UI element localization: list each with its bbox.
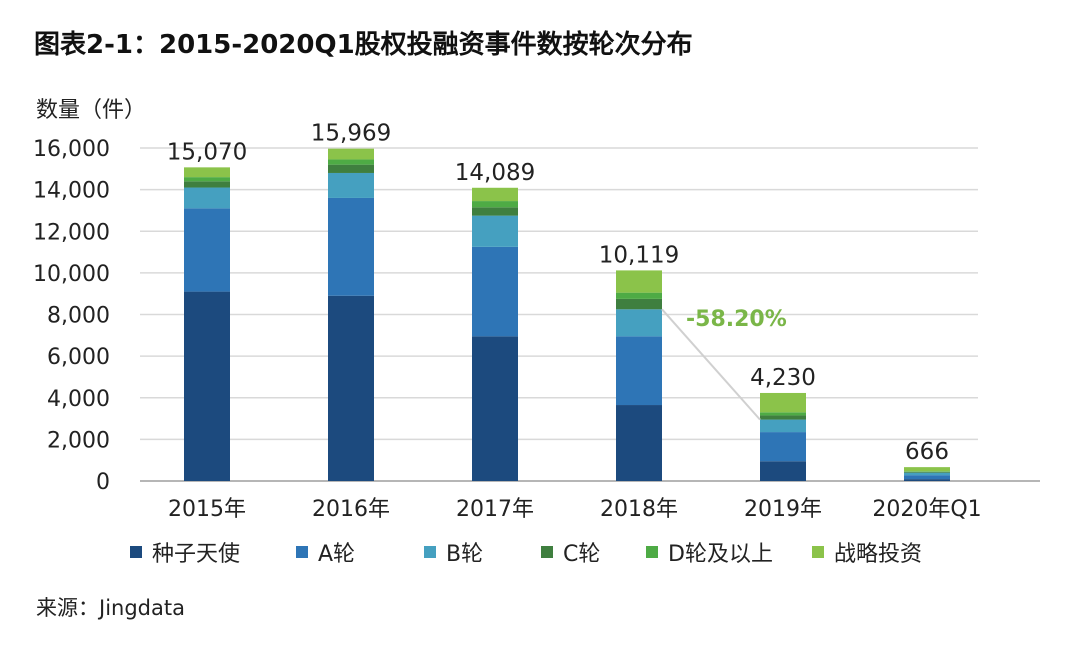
chart-title: 图表2-1：2015-2020Q1股权投融资事件数按轮次分布 xyxy=(34,30,693,60)
total-label: 4,230 xyxy=(750,365,816,391)
y-tick-label: 8,000 xyxy=(47,304,110,329)
y-tick-label: 4,000 xyxy=(47,387,110,412)
legend-item: 战略投资 xyxy=(812,536,922,568)
stacked-bar-chart: 0 2,000 4,000 6,000 8,000 10,000 12,000 14,000 1… xyxy=(33,121,1040,522)
y-tick-label: 16,000 xyxy=(33,137,110,162)
bar-segment xyxy=(760,432,806,462)
legend-item: B轮 xyxy=(424,536,483,568)
legend-item: 种子天使 xyxy=(130,536,240,568)
bar-segment xyxy=(904,475,950,480)
grid-lines xyxy=(140,147,1040,482)
bar-segment xyxy=(328,164,374,173)
y-tick-label: 0 xyxy=(96,470,110,495)
bar-segment xyxy=(184,187,230,209)
legend-label: D轮及以上 xyxy=(668,542,773,567)
bar-segment xyxy=(472,187,518,202)
bar-segment xyxy=(760,461,806,481)
legend-swatch xyxy=(424,546,436,558)
legend-label: 战略投资 xyxy=(834,542,923,567)
bar-segment xyxy=(616,292,662,299)
legend-swatch xyxy=(646,546,658,558)
x-axis-ticks: 2015年 2016年 2017年 2018年 2019年 2020年Q1 xyxy=(168,497,982,522)
legend-label: A轮 xyxy=(318,542,356,567)
change-connector-line xyxy=(661,308,761,421)
change-annotation: -58.20% xyxy=(661,307,787,421)
legend-swatch xyxy=(296,546,308,558)
bar-segment xyxy=(760,392,806,413)
x-tick-label: 2015年 xyxy=(168,497,246,522)
bar-segment xyxy=(904,471,950,473)
bar-segment xyxy=(472,201,518,208)
bar-segment xyxy=(616,309,662,337)
legend-label: B轮 xyxy=(446,542,484,567)
bar-segment xyxy=(472,336,518,481)
bar-segment xyxy=(616,298,662,310)
bar-segment xyxy=(616,270,662,293)
legend-item: A轮 xyxy=(296,536,355,568)
change-annotation-label: -58.20% xyxy=(686,307,787,332)
bar-segment xyxy=(184,291,230,481)
source-note: 来源：Jingdata xyxy=(36,596,185,620)
bar-segment xyxy=(760,412,806,416)
bar-segment xyxy=(904,472,950,476)
total-label: 15,969 xyxy=(311,121,391,147)
total-label: 14,089 xyxy=(455,160,535,186)
y-tick-label: 6,000 xyxy=(47,345,110,370)
y-axis-ticks: 0 2,000 4,000 6,000 8,000 10,000 12,000 14,000 1… xyxy=(33,137,110,495)
total-label: 15,070 xyxy=(167,139,247,165)
y-tick-label: 10,000 xyxy=(33,262,110,287)
bar-segment xyxy=(760,415,806,420)
bar-segment xyxy=(616,405,662,481)
bar-segment xyxy=(904,471,950,472)
bar-segment xyxy=(904,479,950,481)
legend: 种子天使 A轮 B轮 C轮 D轮及以上 战略投资 xyxy=(0,536,1080,576)
bar-segment xyxy=(328,148,374,160)
legend-swatch xyxy=(130,546,142,558)
x-tick-label: 2019年 xyxy=(744,497,822,522)
bar-segment xyxy=(472,246,518,337)
bar-segment xyxy=(472,215,518,247)
x-tick-label: 2020年Q1 xyxy=(872,497,981,522)
bar-segment xyxy=(328,172,374,198)
y-tick-label: 2,000 xyxy=(47,428,110,453)
legend-label: C轮 xyxy=(563,542,601,567)
bar-segment xyxy=(904,467,950,472)
legend-item: C轮 xyxy=(541,536,600,568)
bar-segment xyxy=(184,167,230,178)
legend-label: 种子天使 xyxy=(152,542,241,567)
y-axis-label: 数量（件） xyxy=(36,98,147,123)
bar-segment xyxy=(472,207,518,216)
x-tick-label: 2016年 xyxy=(312,497,390,522)
x-tick-label: 2018年 xyxy=(600,497,678,522)
bar-segment xyxy=(328,197,374,296)
bar-segment xyxy=(184,177,230,182)
y-tick-label: 14,000 xyxy=(33,179,110,204)
legend-item: D轮及以上 xyxy=(646,536,773,568)
total-labels: 15,070 15,969 14,089 10,119 4,230 666 xyxy=(167,121,949,465)
bar-segment xyxy=(184,208,230,292)
legend-swatch xyxy=(541,546,553,558)
x-tick-label: 2017年 xyxy=(456,497,534,522)
total-label: 666 xyxy=(905,439,949,465)
y-tick-label: 12,000 xyxy=(33,220,110,245)
total-label: 10,119 xyxy=(599,242,679,268)
bar-segment xyxy=(184,181,230,188)
bar-segment xyxy=(328,295,374,481)
bar-segment xyxy=(760,419,806,433)
legend-swatch xyxy=(812,546,824,558)
bar-segment xyxy=(616,336,662,406)
bars xyxy=(184,148,950,481)
bar-segment xyxy=(328,159,374,165)
